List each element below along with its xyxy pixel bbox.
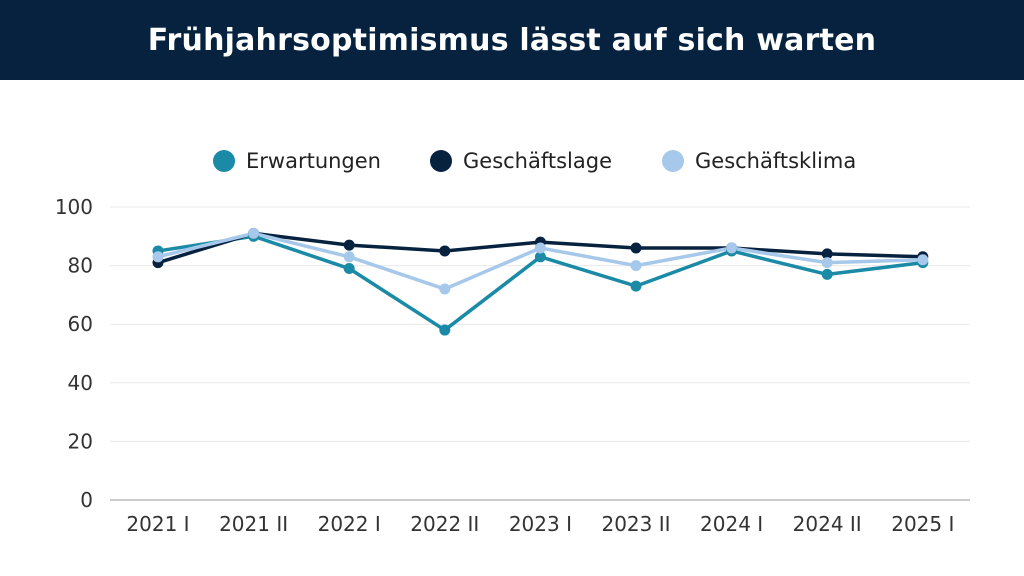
data-point (534, 251, 546, 263)
x-tick-label: 2021 II (219, 512, 288, 536)
data-point (630, 260, 642, 272)
data-point (917, 254, 929, 266)
y-axis: 0 20 40 60 80 100 (55, 195, 93, 512)
y-tick-label: 20 (68, 429, 93, 453)
x-tick-label: 2022 I (318, 512, 381, 536)
y-tick-label: 0 (80, 488, 93, 512)
y-tick-label: 60 (68, 312, 93, 336)
line-chart: Erwartungen Geschäftslage Geschäftsklima 0… (55, 149, 970, 536)
legend-item: Geschäftslage (430, 149, 612, 173)
data-point (534, 242, 546, 254)
data-point (821, 257, 833, 269)
data-point (248, 227, 260, 239)
data-point (439, 324, 451, 336)
y-tick-label: 80 (68, 254, 93, 278)
legend-marker (662, 150, 684, 172)
data-point (630, 242, 642, 254)
data-point (726, 242, 738, 254)
x-tick-label: 2023 I (509, 512, 572, 536)
legend-marker (213, 150, 235, 172)
x-axis: 2021 I 2021 II 2022 I 2022 II 2023 I 2023 II 2… (110, 499, 970, 536)
x-tick-label: 2024 II (793, 512, 862, 536)
data-point (343, 239, 355, 251)
legend-item: Erwartungen (213, 149, 381, 173)
data-point (821, 268, 833, 280)
x-tick-label: 2021 I (126, 512, 189, 536)
legend-item: Geschäftsklima (662, 149, 856, 173)
data-point (821, 248, 833, 260)
data-point (630, 280, 642, 292)
data-point (343, 263, 355, 275)
legend-marker (430, 150, 452, 172)
data-point (439, 283, 451, 295)
legend-label: Geschäftslage (463, 149, 612, 173)
header-bar: Frühjahrsoptimismus lässt auf sich warte… (0, 0, 1024, 80)
plot-area (152, 227, 929, 336)
x-tick-label: 2022 II (410, 512, 479, 536)
x-tick-label: 2023 II (601, 512, 670, 536)
data-point (152, 251, 164, 263)
x-tick-label: 2024 I (700, 512, 763, 536)
legend-label: Erwartungen (246, 149, 381, 173)
y-tick-label: 40 (68, 371, 93, 395)
y-tick-label: 100 (55, 195, 93, 219)
legend: Erwartungen Geschäftslage Geschäftsklima (213, 149, 856, 173)
x-tick-label: 2025 I (891, 512, 954, 536)
legend-label: Geschäftsklima (695, 149, 856, 173)
data-point (343, 251, 355, 263)
data-point (439, 245, 451, 257)
chart-title: Frühjahrsoptimismus lässt auf sich warte… (147, 22, 877, 58)
